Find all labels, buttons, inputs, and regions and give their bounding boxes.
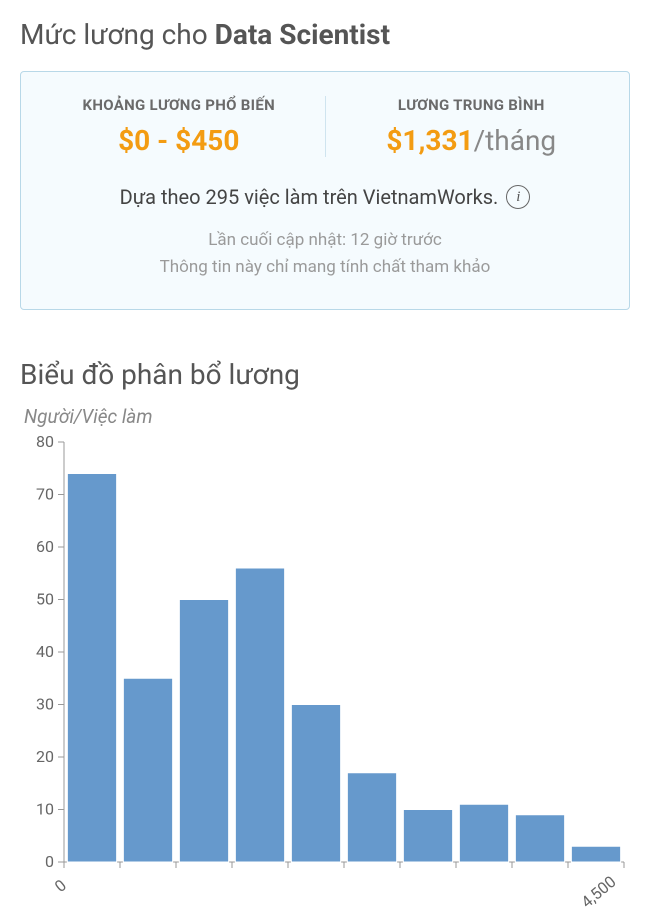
chart-bar	[459, 805, 508, 863]
chart-title: Biểu đồ phân bổ lương	[20, 358, 630, 391]
svg-text:70: 70	[36, 485, 54, 504]
chart-bar	[235, 568, 284, 862]
salary-source-line: Dựa theo 295 việc làm trên VietnamWorks.…	[37, 185, 613, 209]
salary-avg-col: LƯƠNG TRUNG BÌNH $1,331/tháng	[330, 96, 614, 157]
chart-bar	[515, 815, 564, 862]
chart-ylabel: Người/Việc làm	[24, 405, 630, 428]
salary-avg-value: $1,331/tháng	[330, 124, 614, 157]
salary-meta-line1: Lần cuối cập nhật: 12 giờ trước	[37, 227, 613, 254]
svg-text:30: 30	[36, 695, 54, 714]
svg-text:0: 0	[45, 852, 54, 871]
svg-text:50: 50	[36, 590, 54, 609]
title-prefix: Mức lương cho	[20, 18, 215, 51]
svg-text:80: 80	[36, 434, 54, 451]
info-icon[interactable]: i	[506, 185, 530, 209]
chart-bar	[179, 600, 228, 863]
svg-text:0: 0	[51, 876, 70, 896]
salary-distribution-chart: 0 10 20 30 40 50 60 70 80 0 4,500	[20, 434, 630, 914]
salary-columns: KHOẢNG LƯƠNG PHỔ BIẾN $0 - $450 LƯƠNG TR…	[37, 96, 613, 157]
svg-text:4,500: 4,500	[577, 872, 619, 912]
salary-meta-line2: Thông tin này chỉ mang tính chất tham kh…	[37, 254, 613, 281]
salary-range-value: $0 - $450	[37, 124, 321, 157]
chart-bar	[291, 705, 340, 863]
salary-range-col: KHOẢNG LƯƠNG PHỔ BIẾN $0 - $450	[37, 96, 321, 157]
chart-bar	[67, 474, 116, 863]
salary-source-text: Dựa theo 295 việc làm trên VietnamWorks.	[120, 185, 499, 209]
salary-summary-box: KHOẢNG LƯƠNG PHỔ BIẾN $0 - $450 LƯƠNG TR…	[20, 71, 630, 310]
chart-bar	[403, 810, 452, 863]
salary-avg-label: LƯƠNG TRUNG BÌNH	[330, 96, 614, 114]
chart-bar	[571, 847, 620, 863]
salary-meta: Lần cuối cập nhật: 12 giờ trước Thông ti…	[37, 227, 613, 281]
salary-range-label: KHOẢNG LƯƠNG PHỔ BIẾN	[37, 96, 321, 114]
svg-text:20: 20	[36, 747, 54, 766]
salary-divider	[325, 96, 326, 157]
title-bold: Data Scientist	[215, 18, 390, 51]
page-title: Mức lương cho Data Scientist	[20, 18, 630, 51]
chart-svg: 0 10 20 30 40 50 60 70 80 0 4,500	[20, 434, 630, 914]
chart-bar	[347, 773, 396, 862]
svg-text:40: 40	[36, 642, 54, 661]
svg-text:10: 10	[36, 800, 54, 819]
svg-text:60: 60	[36, 537, 54, 556]
chart-bar	[123, 679, 172, 863]
